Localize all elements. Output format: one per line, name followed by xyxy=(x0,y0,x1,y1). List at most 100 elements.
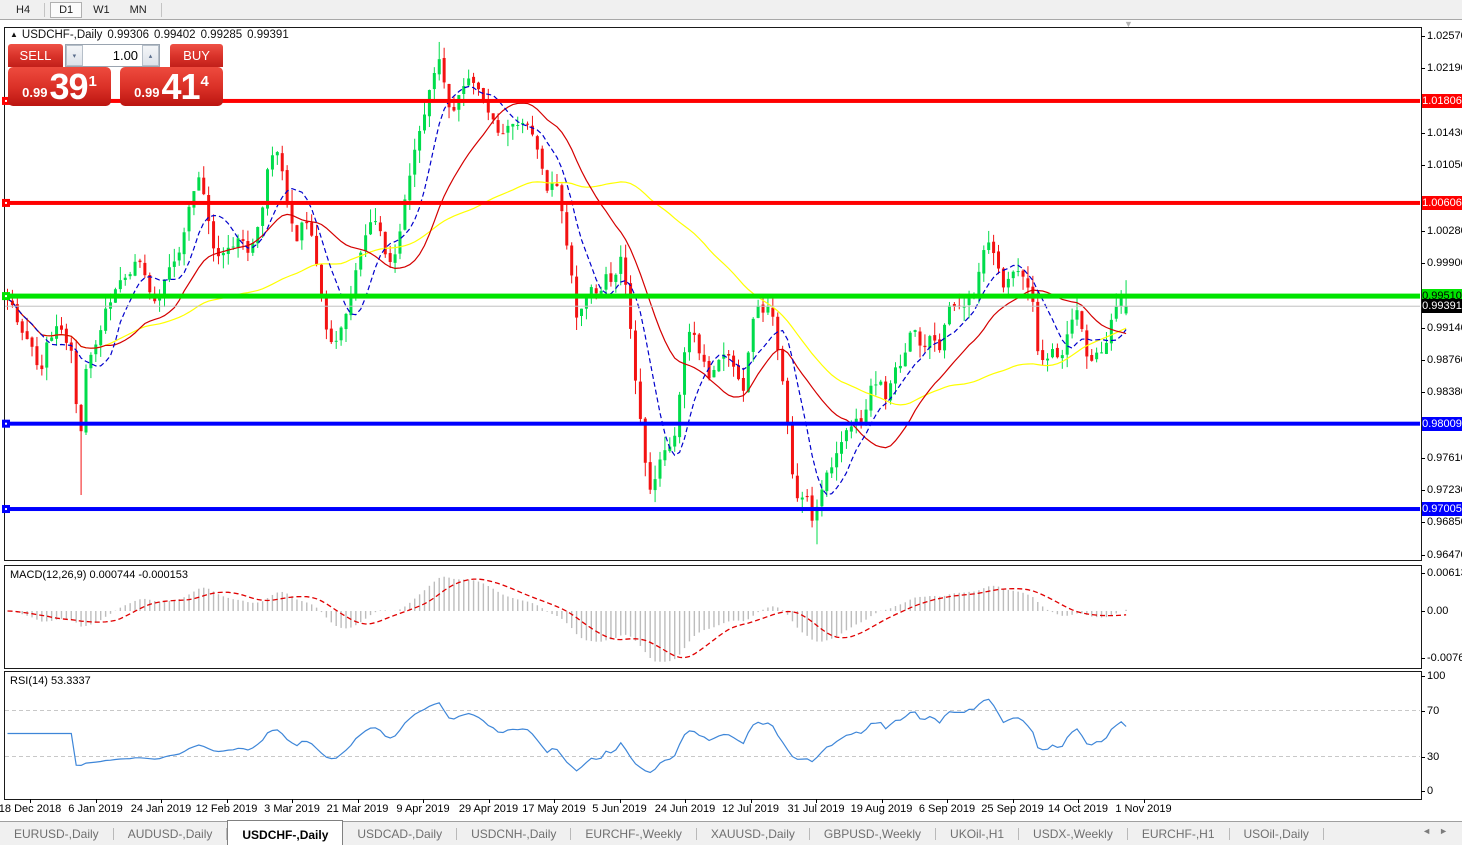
price-tick-label: 1.02570 xyxy=(1427,30,1462,42)
macd-tick xyxy=(1421,658,1425,660)
sell-price-prefix: 0.99 xyxy=(22,85,48,100)
one-click-trading-panel: SELL ▾ 1.00 ▴ BUY 0.99 39 1 0.99 41 4 xyxy=(8,44,223,106)
date-tick xyxy=(226,799,228,803)
date-tick xyxy=(357,799,359,803)
date-label: 31 Jul 2019 xyxy=(787,803,845,815)
date-label: 19 Aug 2019 xyxy=(850,803,913,815)
sell-price-big: 39 xyxy=(49,66,88,107)
buy-quote-button[interactable]: 0.99 41 4 xyxy=(120,67,223,106)
sell-button[interactable]: SELL xyxy=(8,44,63,67)
tab-separator xyxy=(1126,828,1128,840)
date-label: 25 Sep 2019 xyxy=(981,803,1044,815)
rsi-tick-label: 100 xyxy=(1427,670,1446,682)
rsi-tick-label: 70 xyxy=(1427,704,1440,717)
rsi-pane[interactable] xyxy=(4,671,1422,800)
chart-tab-eurusd[interactable]: EURUSD-,Daily xyxy=(14,827,99,841)
chart-tab-usdcad[interactable]: USDCAD-,Daily xyxy=(357,827,443,841)
chart-tab-usdchf[interactable]: USDCHF-,Daily xyxy=(227,820,344,845)
chart-tab-usdx[interactable]: USDX-,Weekly xyxy=(1033,827,1113,841)
date-label: 5 Jun 2019 xyxy=(592,803,647,815)
chart-title: ▲ USDCHF-,Daily 0.99306 0.99402 0.99285 0.993… xyxy=(10,29,289,41)
macd-tick-label: 0.00613 xyxy=(1427,567,1462,580)
price-tick xyxy=(1421,36,1425,37)
rsi-tick xyxy=(1421,676,1425,677)
ohlc-low: 0.99285 xyxy=(200,29,243,41)
date-tick xyxy=(947,799,948,803)
date-tick xyxy=(30,799,31,803)
timeframe-button-w1[interactable]: W1 xyxy=(93,3,110,16)
tab-separator xyxy=(1322,828,1324,840)
price-tick xyxy=(1421,263,1425,264)
volume-increase-button[interactable]: ▴ xyxy=(142,45,160,66)
price-badge: 1.00606 xyxy=(1422,195,1462,210)
rsi-tick-label: 0 xyxy=(1427,785,1434,797)
date-label: 24 Jan 2019 xyxy=(130,803,192,815)
chart-tab-audusd[interactable]: AUDUSD-,Daily xyxy=(127,827,213,841)
price-tick xyxy=(1421,392,1425,394)
chart-tab-usoil[interactable]: USOil-,Daily xyxy=(1243,827,1309,841)
ohlc-open: 0.99306 xyxy=(107,29,149,41)
date-label: 1 Nov 2019 xyxy=(1115,803,1172,815)
buy-price-prefix: 0.99 xyxy=(134,85,160,100)
price-tick xyxy=(1421,554,1425,556)
rsi-tick xyxy=(1421,791,1425,792)
rsi-tick xyxy=(1421,710,1425,712)
price-tick xyxy=(1421,359,1425,361)
macd-tick-label: -0.007612 xyxy=(1427,652,1462,665)
tab-separator xyxy=(1018,828,1020,840)
date-label: 21 Mar 2019 xyxy=(326,803,389,815)
tab-separator xyxy=(1228,828,1230,840)
price-badge: 0.99391 xyxy=(1422,299,1462,314)
chart-tab-eurchf[interactable]: EURCHF-,H1 xyxy=(1141,827,1215,841)
date-tick xyxy=(750,799,752,803)
date-label: 6 Sep 2019 xyxy=(918,803,976,815)
rsi-label: RSI(14) 53.3337 xyxy=(10,675,91,687)
date-label: 12 Feb 2019 xyxy=(195,803,258,815)
macd-tick xyxy=(1421,611,1425,612)
chart-tab-usdcnh[interactable]: USDCNH-,Daily xyxy=(471,827,557,841)
price-badge: 0.98009 xyxy=(1422,416,1462,431)
price-tick-label: 1.02190 xyxy=(1427,62,1462,75)
macd-pane[interactable] xyxy=(4,565,1422,669)
macd-label: MACD(12,26,9) 0.000744 -0.000153 xyxy=(10,569,188,581)
timeframe-button-h4[interactable]: H4 xyxy=(16,3,31,16)
chart-tab-bar: EURUSD-,Daily AUDUSD-,Daily USDCHF-,Daily U… xyxy=(0,820,1462,845)
date-label: 12 Jul 2019 xyxy=(722,803,779,815)
chart-tab-gbpusd[interactable]: GBPUSD-,Weekly xyxy=(823,827,922,841)
tab-separator xyxy=(570,828,572,840)
date-tick xyxy=(619,799,621,803)
chart-shift-marker-icon[interactable]: ▼ xyxy=(1124,19,1133,29)
sell-quote-button[interactable]: 0.99 39 1 xyxy=(8,67,111,106)
timeframe-button-mn[interactable]: MN xyxy=(129,3,147,16)
volume-decrease-button[interactable]: ▾ xyxy=(65,45,83,66)
price-tick xyxy=(1421,522,1425,524)
tab-separator xyxy=(456,828,458,840)
tab-scroll-arrows[interactable]: ◄► xyxy=(1422,826,1456,836)
chart-tab-ukoil[interactable]: UKOil-,H1 xyxy=(950,827,1005,841)
date-tick xyxy=(1143,799,1145,803)
price-tick xyxy=(1421,489,1425,491)
date-tick xyxy=(816,799,817,803)
price-tick xyxy=(1421,165,1425,167)
buy-button[interactable]: BUY xyxy=(170,44,223,67)
timeframe-toolbar: H4 D1 W1 MN xyxy=(0,0,1462,20)
volume-input[interactable]: 1.00 xyxy=(112,48,139,63)
chart-tab-xauusd[interactable]: XAUUSD-,Daily xyxy=(710,827,795,841)
tab-separator xyxy=(226,828,228,840)
chart-tab-eurchf[interactable]: EURCHF-,Weekly xyxy=(585,827,682,841)
date-label: 18 Dec 2018 xyxy=(0,803,62,815)
collapse-arrow-icon[interactable]: ▲ xyxy=(10,30,18,39)
date-tick xyxy=(881,799,883,803)
rsi-tick-label: 30 xyxy=(1427,750,1440,763)
date-label: 24 Jun 2019 xyxy=(654,803,716,815)
timeframe-button-d1[interactable]: D1 xyxy=(50,1,83,18)
price-badge: 0.97005 xyxy=(1422,502,1462,516)
